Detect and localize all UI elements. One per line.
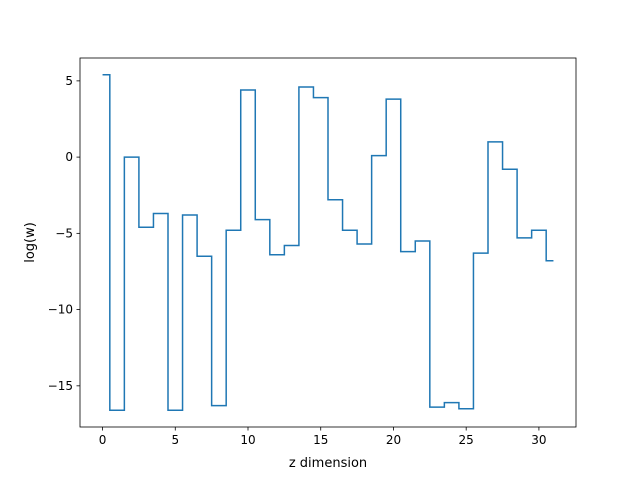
x-tick-label: 5 [171, 433, 179, 447]
series-layer [102, 74, 554, 411]
x-tick-label: 30 [531, 433, 546, 447]
y-axis-label: log(w) [23, 222, 38, 263]
y-tick-label: −10 [48, 303, 73, 317]
y-tick-label: 5 [65, 74, 73, 88]
series-line-0 [102, 74, 554, 411]
x-tick-label: 0 [99, 433, 107, 447]
x-axis-ticks: 0 5 10 15 20 25 30 [99, 427, 547, 447]
y-tick-label: −5 [55, 226, 73, 240]
x-tick-label: 10 [240, 433, 255, 447]
x-tick-label: 20 [386, 433, 401, 447]
x-axis-label: z dimension [289, 456, 367, 471]
x-tick-label: 15 [313, 433, 328, 447]
y-axis-ticks: 5 0 −5 −10 −15 [48, 74, 80, 393]
y-tick-label: 0 [65, 150, 73, 164]
y-tick-label: −15 [48, 379, 73, 393]
x-tick-label: 25 [459, 433, 474, 447]
plot-frame [79, 57, 577, 428]
